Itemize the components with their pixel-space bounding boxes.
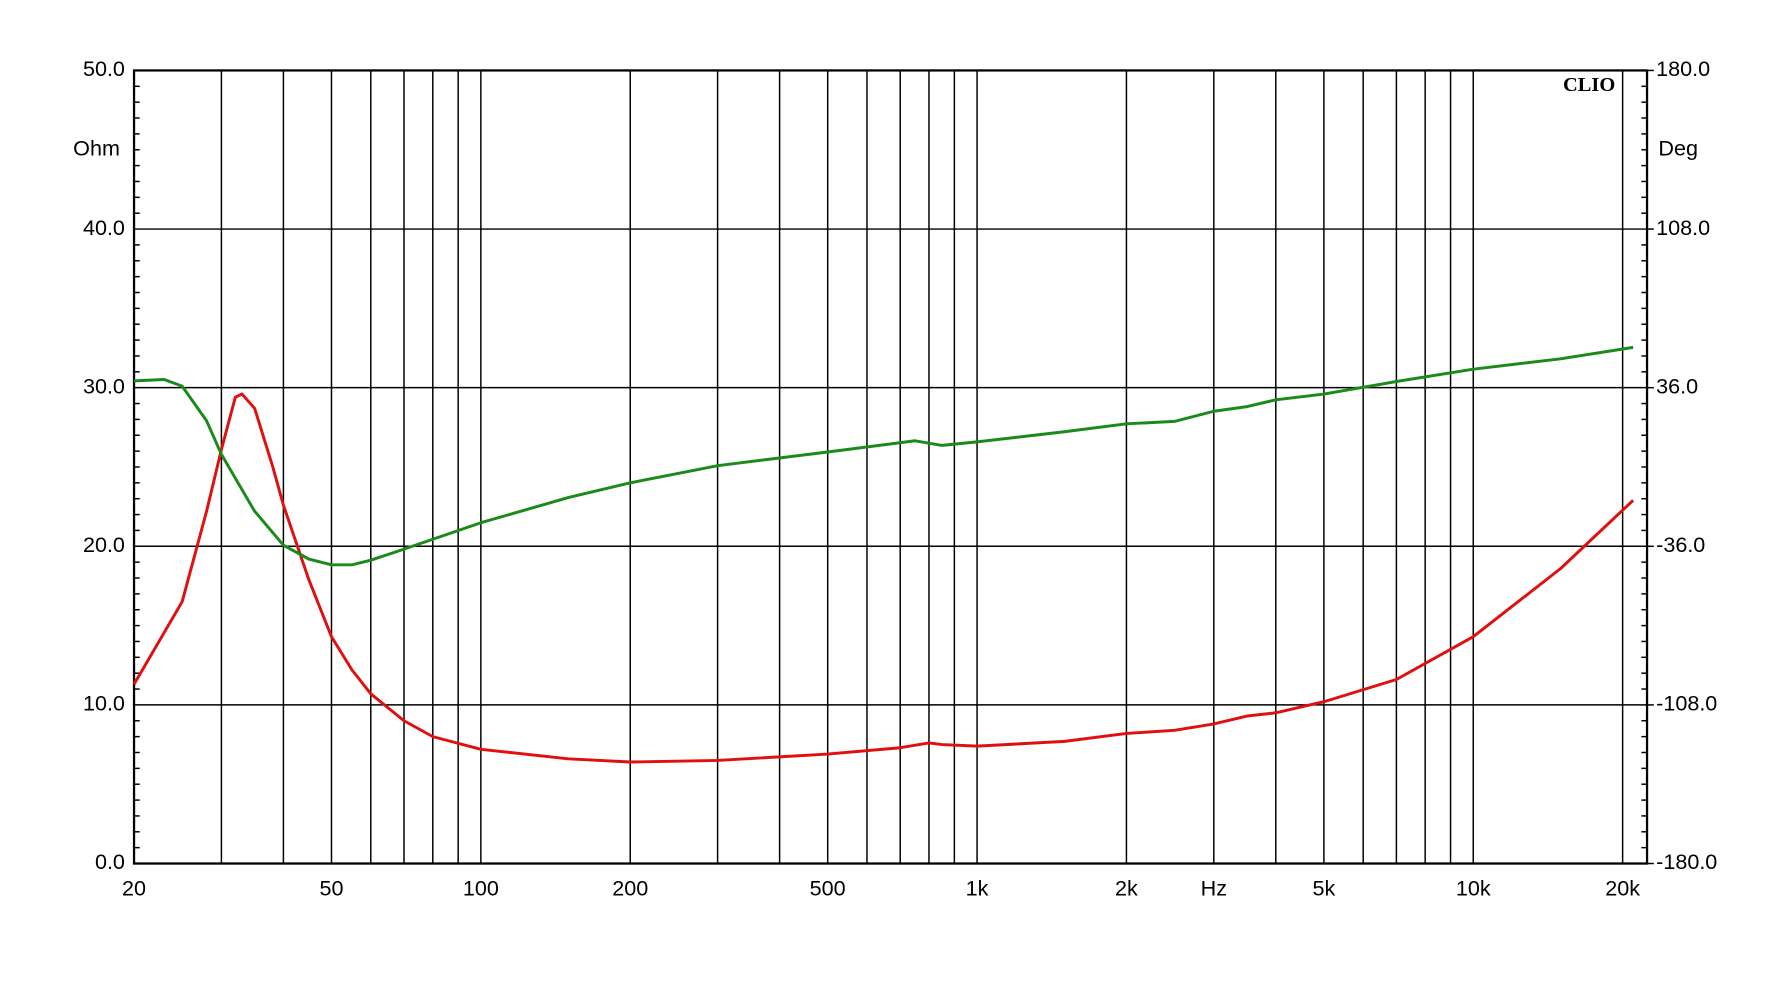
y2-tick-label: 36.0 — [1656, 373, 1698, 398]
x-tick-label: 1k — [966, 875, 989, 900]
x-tick-label: 100 — [463, 875, 499, 900]
y-tick-label: 20.0 — [83, 532, 125, 557]
y-tick-label: 10.0 — [83, 691, 125, 716]
x-tick-label: 20k — [1605, 875, 1640, 900]
y-axis-label: Ohm — [73, 136, 120, 161]
x-tick-label: 500 — [810, 875, 846, 900]
y-tick-label: 30.0 — [83, 373, 125, 398]
x-tick-label: 200 — [612, 875, 648, 900]
data-line — [133, 345, 1634, 567]
x-tick-label: 10k — [1456, 875, 1491, 900]
data-line — [132, 392, 1635, 764]
y2-tick-label: -36.0 — [1656, 532, 1705, 557]
annotation: CLIO — [1563, 74, 1615, 96]
x-tick-label: 2k — [1115, 875, 1138, 900]
y-tick-label: 40.0 — [83, 215, 125, 240]
y-tick-label: 50.0 — [83, 56, 125, 81]
x-tick-label: 50 — [319, 875, 343, 900]
y2-tick-label: 180.0 — [1656, 56, 1710, 81]
x-tick-label: Hz — [1201, 875, 1227, 900]
y2-tick-label: -180.0 — [1656, 849, 1717, 874]
plot-frame — [132, 69, 1649, 865]
y2-tick-label: 108.0 — [1656, 215, 1710, 240]
x-tick-label: 20 — [122, 875, 146, 900]
y2-axis-label: Deg — [1658, 136, 1698, 161]
y2-tick-label: -108.0 — [1656, 691, 1717, 716]
x-tick-label: 5k — [1312, 875, 1335, 900]
y-tick-label: 0.0 — [95, 849, 125, 874]
